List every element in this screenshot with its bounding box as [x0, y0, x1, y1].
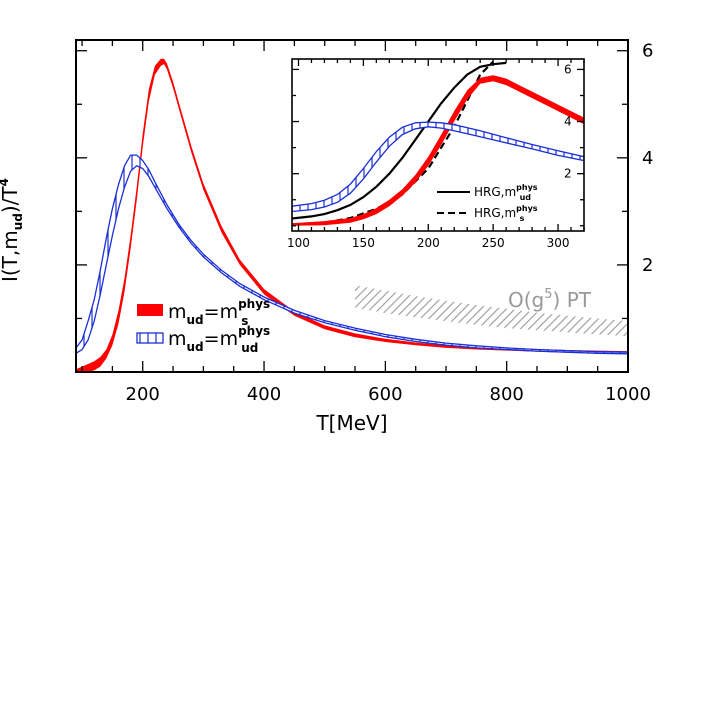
- legend-label-light: mud=mphys ud: [168, 324, 270, 355]
- x-tick-label: 600: [368, 384, 402, 405]
- x-tick-label: 300: [547, 236, 570, 250]
- x-tick-label: 250: [482, 236, 505, 250]
- pt-band-label: O(g5) PT: [508, 287, 592, 312]
- y-tick-label: 6: [642, 41, 653, 62]
- y-tick-label: 4: [642, 148, 653, 169]
- y-tick-label: 2: [642, 255, 653, 276]
- inset-legend-label-solid: HRG,mphys ud: [474, 183, 538, 202]
- x-tick-label: 1000: [605, 384, 651, 405]
- legend-label-strange: mud=mphys s: [168, 297, 270, 328]
- y-axis-label: I(T,mud)/T4: [0, 178, 25, 282]
- inset-legend-label-dashed: HRG,mphys s: [474, 204, 538, 223]
- main-plot: 200 400 600 800 1000 2 4 6 T[MeV] I(T,mud)/T4 m…: [0, 39, 653, 435]
- y-tick-label: 6: [564, 62, 572, 76]
- legend: mud=mphys s mud=mphys ud O(g5) PT: [136, 287, 592, 355]
- inset-legend: HRG,mphys ud HRG,mphys s: [437, 183, 538, 223]
- series-band-m-ud-m-ud-phys-inset: [292, 121, 584, 213]
- series-band-o-g-5-pt: [355, 285, 628, 337]
- x-tick-label: 800: [490, 384, 524, 405]
- series-band-m-ud-m-ud-phys: [76, 154, 628, 355]
- legend-swatch-strange: [137, 304, 163, 316]
- legend-swatch-light: [136, 332, 164, 344]
- x-axis-label: T[MeV]: [315, 411, 387, 435]
- main-plot-frame: [75, 39, 629, 373]
- y-tick-label: 2: [564, 167, 572, 181]
- y-tick-label: 4: [564, 115, 572, 129]
- x-tick-label: 150: [352, 236, 375, 250]
- x-tick-label: 400: [247, 384, 281, 405]
- x-tick-label: 200: [126, 384, 160, 405]
- x-tick-label: 100: [287, 236, 310, 250]
- series-line-hrg-m-ud-phys-inset: [292, 61, 507, 220]
- x-tick-label: 200: [417, 236, 440, 250]
- inset-plot-frame: [291, 58, 585, 232]
- inset-plot: 100 150 200 250 300 2 4 6 HRG,mphys ud HRG,mphys…: [287, 58, 585, 250]
